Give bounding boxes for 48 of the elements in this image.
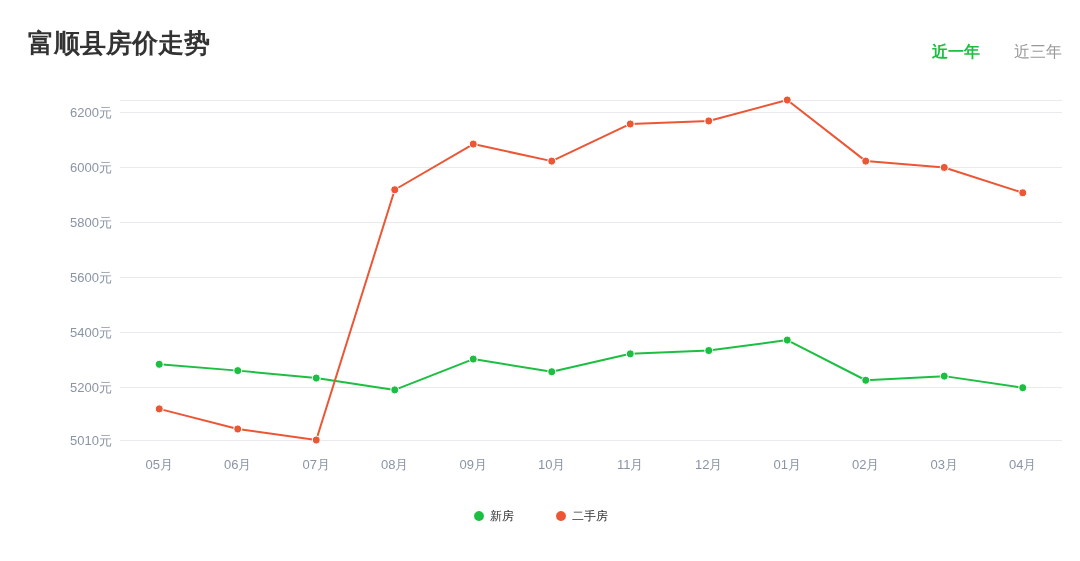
x-tick-label: 10月 — [538, 457, 566, 472]
x-tick-label: 08月 — [381, 457, 409, 472]
point — [1018, 383, 1028, 393]
x-tick-label: 12月 — [695, 457, 723, 472]
point — [390, 185, 400, 195]
chart-title: 富顺县房价走势 — [28, 27, 210, 60]
point — [782, 335, 792, 345]
x-tick-label: 02月 — [852, 457, 880, 472]
y-tick-label: 5400元 — [70, 325, 112, 341]
x-tick-label: 04月 — [1009, 457, 1037, 472]
y-tick-label: 5600元 — [70, 270, 112, 286]
x-tick-label: 09月 — [459, 457, 487, 472]
point — [547, 156, 557, 166]
point — [233, 366, 243, 376]
y-tick-label: 6200元 — [70, 104, 112, 120]
point — [311, 435, 321, 445]
legend-label: 二手房 — [572, 509, 608, 523]
point — [468, 354, 478, 364]
point — [547, 367, 557, 377]
y-tick-label: 5010元 — [70, 432, 112, 448]
point — [939, 371, 949, 381]
y-tick-label: 5200元 — [70, 380, 112, 396]
point — [704, 346, 714, 356]
x-tick-label: 11月 — [617, 457, 644, 472]
point — [861, 156, 871, 166]
point — [939, 162, 949, 172]
x-tick-label: 07月 — [302, 457, 330, 472]
text: 近一年 — [932, 42, 980, 61]
point — [311, 373, 321, 383]
y-tick-label: 6000元 — [70, 159, 112, 175]
point — [154, 359, 164, 369]
point — [625, 119, 635, 129]
point — [154, 404, 164, 414]
point — [861, 375, 871, 385]
point — [1018, 188, 1028, 198]
point — [233, 424, 243, 434]
y-tick-label: 5800元 — [70, 215, 112, 231]
x-tick-label: 03月 — [930, 457, 958, 472]
point — [390, 385, 400, 395]
x-tick-label: 06月 — [224, 457, 252, 472]
point — [468, 139, 478, 149]
x-tick-label: 05月 — [145, 457, 173, 472]
x-tick-label: 01月 — [773, 457, 801, 472]
legend-label: 新房 — [490, 509, 514, 523]
point — [782, 95, 792, 105]
point — [704, 116, 714, 126]
point — [625, 349, 635, 359]
text: 近三年 — [1014, 42, 1062, 61]
